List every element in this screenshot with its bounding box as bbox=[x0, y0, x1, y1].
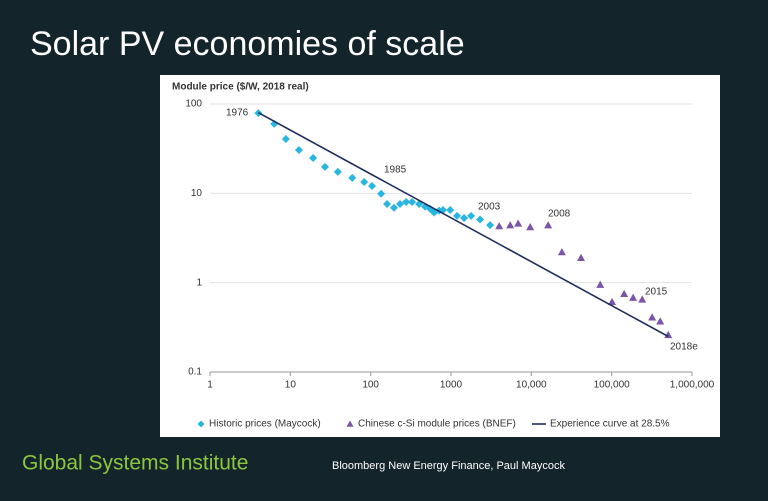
annotation: 2003 bbox=[478, 202, 501, 213]
legend-label: Chinese c-Si module prices (BNEF) bbox=[358, 419, 516, 430]
y-tick-label: 10 bbox=[191, 188, 203, 199]
x-tick-label: 10,000 bbox=[516, 380, 547, 391]
annotation: 2008 bbox=[548, 209, 571, 220]
triangle-point bbox=[514, 219, 523, 227]
triangle-point bbox=[495, 222, 504, 230]
diamond-point bbox=[360, 177, 369, 186]
diamond-point bbox=[446, 206, 455, 215]
legend-label: Experience curve at 28.5% bbox=[550, 419, 670, 430]
y-tick-label: 0.1 bbox=[188, 367, 202, 378]
annotation: 1976 bbox=[226, 108, 249, 119]
annotation: 1985 bbox=[384, 165, 407, 176]
legend-swatch bbox=[346, 420, 354, 427]
diamond-point bbox=[402, 197, 411, 206]
triangle-point bbox=[576, 253, 585, 261]
legend-label: Historic prices (Maycock) bbox=[209, 419, 321, 430]
x-tick-label: 100 bbox=[362, 380, 379, 391]
x-tick-label: 1,000,000 bbox=[670, 380, 715, 391]
experience-curve bbox=[257, 111, 669, 338]
diamond-point bbox=[467, 211, 476, 220]
triangle-point bbox=[620, 289, 629, 298]
x-tick-label: 10 bbox=[285, 380, 297, 391]
annotation: 2015 bbox=[645, 287, 668, 298]
x-tick-label: 1 bbox=[207, 380, 213, 391]
diamond-point bbox=[453, 211, 462, 220]
annotation: 2018e bbox=[670, 342, 698, 353]
diamond-point bbox=[309, 153, 318, 162]
x-tick-label: 1000 bbox=[440, 380, 463, 391]
triangle-point bbox=[526, 222, 535, 231]
diamond-point bbox=[281, 134, 290, 143]
triangle-point bbox=[506, 221, 515, 229]
chart-panel bbox=[160, 75, 720, 437]
footer-left: Global Systems Institute bbox=[22, 452, 248, 475]
triangle-point bbox=[648, 313, 657, 321]
triangle-point bbox=[638, 295, 647, 303]
diamond-point bbox=[476, 215, 485, 224]
triangle-point bbox=[557, 248, 566, 256]
diamond-point bbox=[396, 199, 405, 208]
triangle-point bbox=[664, 330, 673, 339]
legend-swatch bbox=[197, 420, 205, 428]
diamond-point bbox=[389, 203, 398, 212]
triangle-point bbox=[596, 280, 605, 288]
footer-right: Bloomberg New Energy Finance, Paul Mayco… bbox=[332, 460, 565, 472]
diamond-point bbox=[377, 189, 386, 198]
y-tick-label: 100 bbox=[185, 99, 202, 110]
diamond-point bbox=[368, 181, 377, 190]
diamond-point bbox=[294, 145, 303, 154]
diamond-point bbox=[320, 162, 329, 171]
y-axis-label: Module price ($/W, 2018 real) bbox=[172, 82, 309, 93]
diamond-point bbox=[460, 213, 469, 222]
diamond-point bbox=[333, 167, 342, 176]
triangle-point bbox=[608, 297, 617, 306]
diamond-point bbox=[408, 197, 417, 206]
triangle-point bbox=[629, 293, 638, 301]
triangle-point bbox=[656, 317, 665, 325]
triangle-point bbox=[544, 221, 553, 229]
diamond-point bbox=[486, 221, 495, 230]
diamond-point bbox=[383, 199, 392, 208]
y-tick-label: 1 bbox=[196, 277, 202, 288]
slide-title: Solar PV economies of scale bbox=[30, 25, 465, 63]
diamond-point bbox=[348, 173, 357, 182]
x-tick-label: 100,000 bbox=[594, 380, 631, 391]
